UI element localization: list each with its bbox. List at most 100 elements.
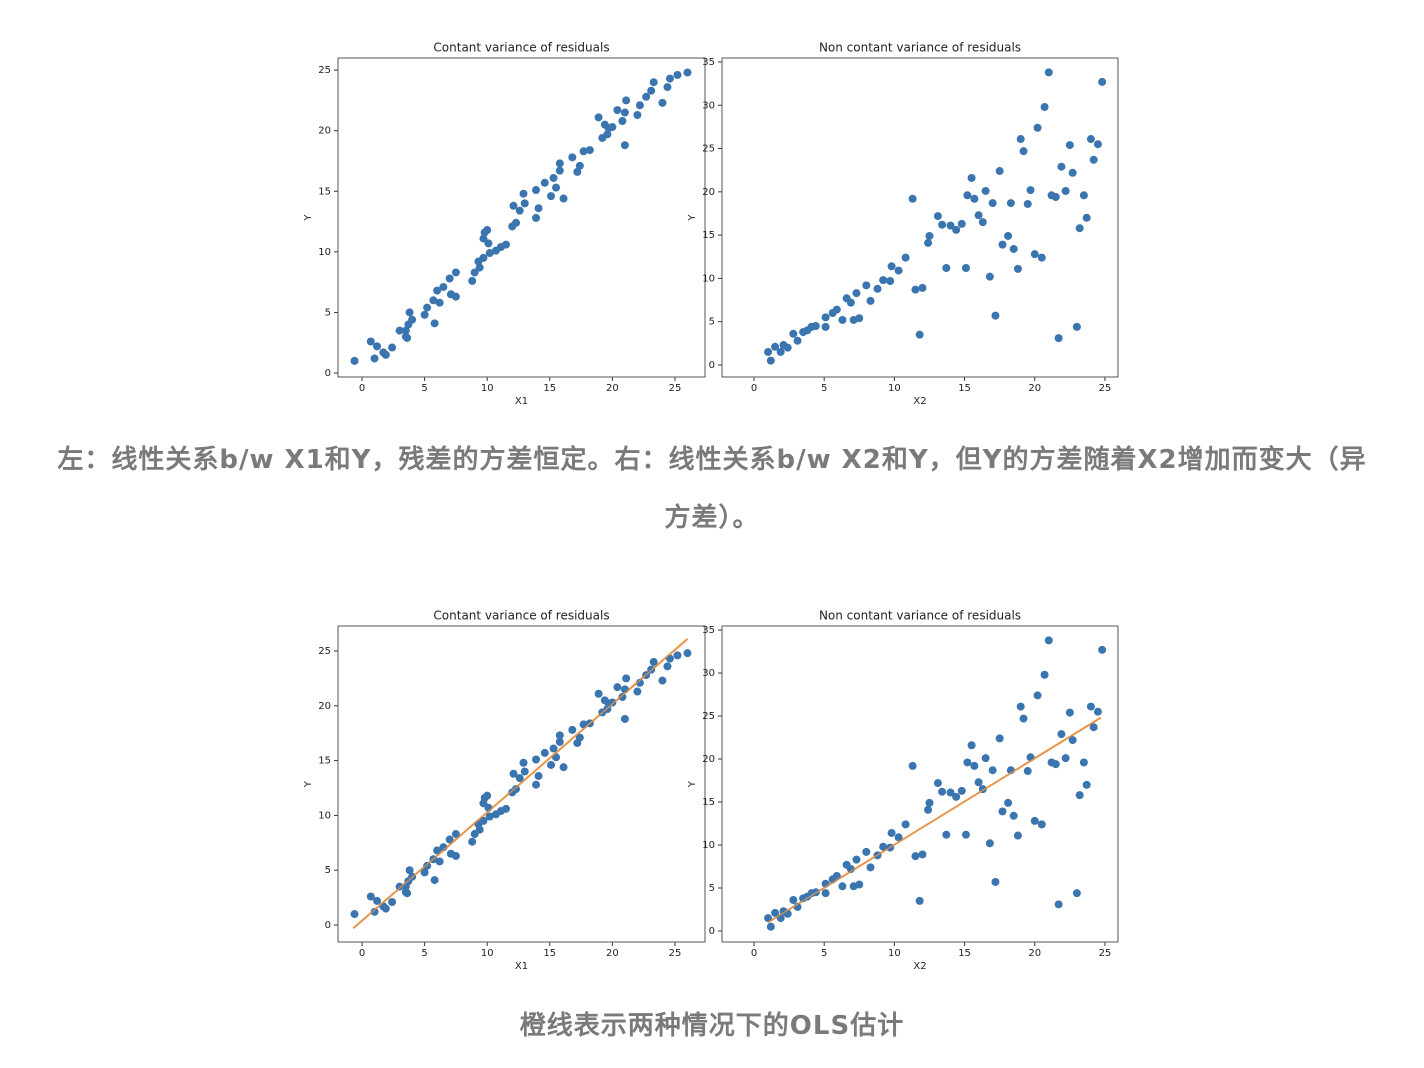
point xyxy=(479,253,488,262)
y-tick-label: 20 xyxy=(702,187,715,198)
point xyxy=(862,847,871,856)
point xyxy=(683,68,692,77)
point xyxy=(771,908,780,917)
fit-line xyxy=(767,717,1102,924)
point xyxy=(879,842,888,851)
x-tick-label: 20 xyxy=(606,948,619,959)
point xyxy=(1075,224,1084,233)
point xyxy=(585,146,594,155)
point xyxy=(981,186,990,195)
point xyxy=(1082,780,1091,789)
y-tick-label: 15 xyxy=(702,230,715,241)
point xyxy=(988,199,997,208)
point xyxy=(938,220,947,229)
point xyxy=(855,880,864,889)
point xyxy=(985,839,994,848)
point xyxy=(423,861,432,870)
point xyxy=(855,314,864,323)
point xyxy=(1009,811,1018,820)
point xyxy=(534,771,543,780)
point xyxy=(511,218,520,227)
point xyxy=(1004,231,1013,240)
x-tick-label: 10 xyxy=(481,383,494,394)
point xyxy=(575,161,584,170)
point xyxy=(1061,186,1070,195)
point xyxy=(445,835,454,844)
y-tick-label: 10 xyxy=(702,273,715,284)
point xyxy=(963,191,972,200)
point xyxy=(673,651,682,660)
point xyxy=(618,117,627,126)
point xyxy=(879,276,888,285)
point xyxy=(915,330,924,339)
point xyxy=(649,78,658,87)
point xyxy=(405,866,414,875)
y-tick-label: 25 xyxy=(702,144,715,155)
point xyxy=(832,871,841,880)
point xyxy=(594,113,603,122)
point xyxy=(1051,193,1060,202)
point xyxy=(1013,264,1022,273)
point xyxy=(1065,141,1074,150)
point xyxy=(429,296,438,305)
point xyxy=(1013,831,1022,840)
point xyxy=(925,798,934,807)
point xyxy=(998,807,1007,816)
point xyxy=(475,263,484,272)
point xyxy=(519,189,528,198)
y-tick-label: 0 xyxy=(325,920,331,931)
point xyxy=(1068,168,1077,177)
y-tick-label: 20 xyxy=(702,754,715,765)
y-tick-label: 5 xyxy=(325,865,331,876)
y-tick-label: 20 xyxy=(318,126,331,137)
point xyxy=(1072,322,1081,331)
x-tick-label: 15 xyxy=(958,383,971,394)
point xyxy=(370,354,379,363)
point xyxy=(401,332,410,341)
point xyxy=(1082,213,1091,222)
point xyxy=(991,311,1000,320)
x-tick-label: 10 xyxy=(888,383,901,394)
x-tick-label: 0 xyxy=(751,383,757,394)
point xyxy=(451,830,460,839)
point xyxy=(663,662,672,671)
point xyxy=(509,201,518,210)
y-tick-label: 5 xyxy=(709,883,715,894)
point xyxy=(1098,645,1107,654)
point xyxy=(635,678,644,687)
point xyxy=(925,231,934,240)
point xyxy=(573,167,582,176)
point xyxy=(370,907,379,916)
point xyxy=(961,830,970,839)
point xyxy=(952,792,961,801)
point xyxy=(663,83,672,92)
point xyxy=(852,289,861,298)
point xyxy=(838,315,847,324)
y-axis-label: Y xyxy=(687,214,698,222)
point xyxy=(952,225,961,234)
y-axis-label: Y xyxy=(303,780,314,788)
point xyxy=(520,199,529,208)
point xyxy=(501,240,510,249)
point xyxy=(439,282,448,291)
point xyxy=(1093,707,1102,716)
point xyxy=(846,298,855,307)
x-tick-label: 5 xyxy=(421,948,427,959)
y-tick-label: 5 xyxy=(709,317,715,328)
point xyxy=(540,748,549,757)
point xyxy=(1057,730,1066,739)
point xyxy=(433,846,442,855)
x-axis-label: X1 xyxy=(515,961,528,972)
point xyxy=(350,356,359,365)
point xyxy=(603,130,612,139)
point xyxy=(401,326,410,335)
point xyxy=(555,737,564,746)
point xyxy=(1098,77,1107,86)
y-tick-label: 35 xyxy=(702,57,715,68)
point xyxy=(451,851,460,860)
point xyxy=(613,106,622,115)
point xyxy=(832,305,841,314)
point xyxy=(366,892,375,901)
point xyxy=(764,347,773,356)
